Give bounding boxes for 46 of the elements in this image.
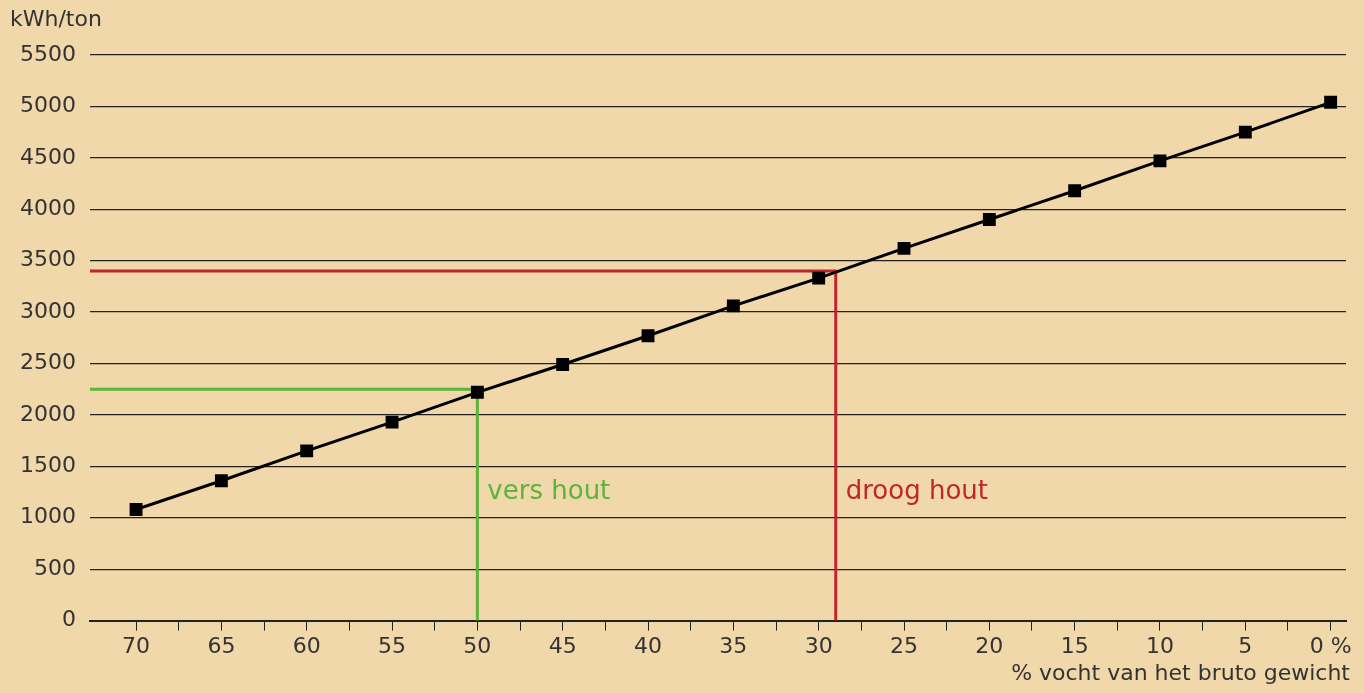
point (1324, 95, 1338, 109)
point (982, 213, 996, 226)
x-tick-label: 70 (122, 632, 151, 658)
point (812, 271, 826, 285)
y-tick-label: 5000 (19, 92, 76, 118)
point (129, 503, 143, 516)
annotation: droog hout (845, 474, 989, 505)
y-tick-label: 1000 (19, 503, 76, 529)
point (726, 299, 740, 313)
point (385, 415, 399, 429)
x-tick-label: 50 (463, 632, 492, 658)
x-tick-label: 25 (890, 632, 919, 658)
x-tick-label: 65 (207, 632, 236, 658)
y-tick-label: 4000 (19, 194, 76, 220)
x-tick-label: 40 (634, 632, 663, 658)
x-tick-label: 20 (975, 632, 1004, 658)
point (300, 444, 314, 458)
y-tick-label: 2500 (19, 349, 76, 375)
y-tick-label: 0 (61, 606, 76, 632)
point (1068, 184, 1082, 198)
point (556, 358, 570, 371)
y-tick-label: 2000 (19, 400, 76, 426)
y-tick-label: 4500 (19, 143, 76, 169)
x-tick-label: 55 (378, 632, 407, 658)
point (897, 241, 911, 255)
x-tick-label: 10 (1145, 632, 1174, 658)
x-tick-label: 5 (1238, 632, 1253, 658)
y-tick-label: 1500 (19, 452, 76, 478)
x-tick-label: 60 (292, 632, 321, 658)
y-tick-label: 5500 (19, 40, 76, 66)
x-tick-label: 30 (804, 632, 833, 658)
y-axis-title: kWh/ton (10, 6, 102, 31)
y-tick-label: 3500 (19, 246, 76, 272)
x-tick-label: 35 (719, 632, 748, 658)
point (1238, 125, 1252, 139)
point (1153, 154, 1167, 168)
x-tick-label: 15 (1060, 632, 1089, 658)
x-tick-label: 45 (548, 632, 577, 658)
x-tick-label: 0 % (1309, 632, 1352, 658)
y-tick-label: 3000 (19, 297, 76, 323)
point (470, 385, 484, 399)
annotation: vers hout (487, 474, 611, 505)
x-axis-title: % vocht van het bruto gewicht (1011, 660, 1350, 685)
point (641, 329, 655, 343)
y-tick-label: 500 (33, 554, 76, 580)
point (214, 474, 228, 488)
